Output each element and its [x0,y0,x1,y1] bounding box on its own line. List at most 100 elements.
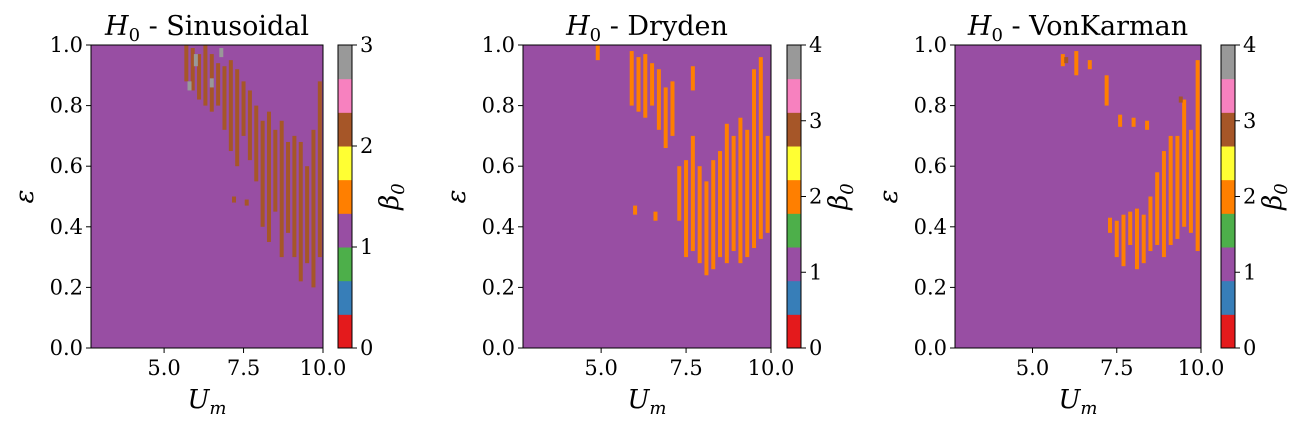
colorbar-tick-label: 2 [360,134,373,158]
heatmap-cell [197,54,202,100]
heatmap-cell [216,63,221,106]
colorbar-tick-label: 1 [1243,260,1256,284]
heatmap-cell [595,45,600,61]
x-tick-label: 7.5 [227,356,260,380]
x-axis-label-subscript: m [649,398,666,419]
x-tick-label: 7.5 [1100,356,1133,380]
heatmap-cell [684,160,689,258]
colorbar-segment [787,78,801,113]
colorbar-segment [1221,213,1235,248]
heatmap-cell [1195,60,1200,252]
heatmap-cell [731,135,736,252]
y-tick-label: 0.8 [50,94,83,118]
heatmap-cell [1188,129,1193,233]
colorbar-tick-label: 3 [360,33,373,57]
heatmap-cell [1114,220,1119,258]
y-tick-label: 0.8 [914,94,947,118]
heatmap-cell [1064,57,1069,64]
heatmap-cell [266,111,271,242]
title-rest: - Dryden [601,11,728,42]
colorbar-segment [787,280,801,315]
heatmap-cell [279,120,284,258]
heatmap-cell [1155,172,1160,245]
colorbar-label: β0 [1258,183,1292,210]
heatmap-cell [711,160,716,270]
colorbar-segment [1221,280,1235,315]
x-axis-label: Um [1059,385,1098,419]
heatmap-cell [1148,196,1153,252]
axes-frame [522,44,772,349]
colorbar-label-subscript: 0 [388,183,409,194]
axes-frame [954,44,1202,349]
heatmap-cell [1121,214,1126,267]
heatmap-cell [1178,96,1183,103]
colorbar-segment [1221,314,1235,349]
heatmap-cell [765,135,770,233]
heatmap-cell [1128,211,1133,245]
y-tick-label: 0.4 [914,215,947,239]
colorbar-segment [338,314,352,349]
heatmap-cell [305,166,310,264]
heatmap-cell [228,60,233,152]
colorbar-tick-label: 3 [809,109,822,133]
y-axis-label: ε [10,190,40,204]
heatmap-cell [193,54,198,67]
colorbar-label-main: β [375,195,405,211]
heatmap-cell [298,141,303,282]
heatmap-cell [244,199,249,206]
colorbar-segment [1221,45,1235,80]
heatmap-cell [1175,135,1180,239]
heatmap-cell [738,117,743,264]
heatmap-cell [247,90,252,161]
heatmap-cell [704,181,709,276]
heatmap-cell [690,135,695,252]
y-tick-label: 0.0 [914,336,947,360]
y-tick-label: 0.2 [482,275,515,299]
colorbar-segment [338,280,352,315]
heatmap-cell [752,69,757,249]
colorbar-segment [787,112,801,147]
y-tick-label: 0.6 [914,154,947,178]
colorbar-segment [1221,179,1235,214]
heatmap-cell [1118,114,1123,127]
colorbar-label-main: β [1258,195,1288,211]
x-axis-label-subscript: m [1080,398,1097,419]
colorbar-segment [787,213,801,248]
chart-title: H0 - Sinusoidal [104,11,309,46]
heatmap-cell [311,129,316,288]
heatmap-cell [260,120,265,227]
heatmap-cell [724,123,729,264]
y-tick-label: 0.4 [482,215,515,239]
colorbar-frame [337,44,353,349]
colorbar-segment [787,146,801,181]
y-tick-label: 0.6 [482,154,515,178]
colorbar-label: β0 [824,183,858,210]
heatmap-cell [653,211,658,221]
x-tick-label: 5.0 [1016,356,1049,380]
y-tick-label: 0.2 [50,275,83,299]
chart-panel-0: 0.00.20.40.60.81.05.0 7.5 10.0H0 - Sinusoi… [10,11,409,419]
heatmap-cell [643,54,648,118]
heatmap-cell [718,151,723,258]
colorbar-segment [338,45,352,80]
x-axis-label-subscript: m [209,398,226,419]
colorbar-tick-label: 4 [1243,33,1256,57]
heatmap-cell [1087,60,1092,70]
heatmap-cell [1060,54,1065,67]
x-axis-label-main: U [1059,385,1082,415]
colorbar-label-subscript: 0 [1271,183,1292,194]
y-tick-label: 1.0 [50,33,83,57]
title-subscript: 0 [129,25,140,46]
colorbar-tick-label: 0 [809,336,822,360]
colorbar-label-main: β [824,195,854,211]
y-axis-label: ε [874,190,904,204]
heatmap-cell [187,81,192,91]
heatmap-cell [650,63,655,106]
title-main: H [967,11,992,42]
y-tick-label: 0.8 [482,94,515,118]
heatmap-cell [209,78,214,88]
title-subscript: 0 [590,25,601,46]
colorbar-tick-label: 2 [1243,185,1256,209]
heatmap-cell [670,81,675,136]
